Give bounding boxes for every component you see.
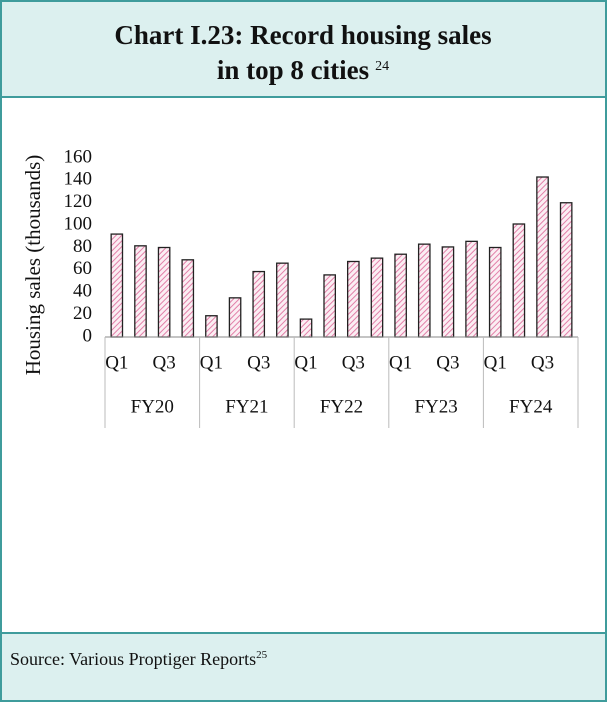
header-band <box>0 0 607 98</box>
x-tick-label: Q3 <box>247 352 270 373</box>
bar <box>299 318 313 338</box>
bar <box>181 259 195 338</box>
y-tick-label: 40 <box>73 281 92 302</box>
bar <box>323 274 337 338</box>
y-axis-label: Housing sales (thousands) <box>21 155 45 375</box>
bar <box>276 262 289 338</box>
bar <box>441 246 455 338</box>
y-tick-label: 80 <box>73 236 92 257</box>
y-tick-label: 160 <box>64 146 93 167</box>
bar <box>536 176 549 338</box>
title-line: Chart I.23: Record housing sales <box>114 20 491 50</box>
bar <box>394 253 407 338</box>
bar <box>346 260 360 338</box>
bar <box>512 223 526 338</box>
y-tick-label: 120 <box>64 191 93 212</box>
x-tick-label: Q1 <box>484 352 507 373</box>
bar <box>110 233 124 338</box>
x-tick-label: Q3 <box>436 352 459 373</box>
bar <box>488 246 502 338</box>
bar <box>134 245 147 338</box>
source: Source: Various Proptiger Reports25 <box>10 649 268 670</box>
x-tick-label: Q3 <box>531 352 554 373</box>
y-tick-label: 140 <box>64 169 93 190</box>
chart-title: Chart I.23: Record housing sales <box>114 20 491 50</box>
group-label: FY23 <box>414 396 457 417</box>
footer-band <box>0 632 607 702</box>
title-line: in top 8 cities <box>217 55 369 85</box>
bar <box>559 202 573 338</box>
x-tick-label: Q1 <box>200 352 223 373</box>
y-tick-label: 20 <box>73 303 92 324</box>
x-tick-label: Q3 <box>153 352 176 373</box>
chart-title: in top 8 cities 24 <box>217 55 389 85</box>
bar <box>370 257 384 338</box>
group-label: FY24 <box>509 396 553 417</box>
y-tick-label: 0 <box>83 325 93 346</box>
source-footnote: 25 <box>256 649 268 661</box>
bar <box>417 243 431 338</box>
x-tick-label: Q1 <box>389 352 412 373</box>
group-label: FY20 <box>131 396 174 417</box>
y-tick-label: 60 <box>73 258 92 279</box>
group-label: FY22 <box>320 396 363 417</box>
bar <box>228 297 242 338</box>
source-text: Source: Various Proptiger Reports <box>10 649 256 669</box>
x-tick-label: Q3 <box>342 352 365 373</box>
bar <box>205 315 218 338</box>
bar <box>252 270 266 338</box>
title-footnote: 24 <box>375 59 389 74</box>
x-tick-label: Q1 <box>294 352 317 373</box>
bar <box>157 246 171 338</box>
bar <box>465 240 478 338</box>
x-tick-label: Q1 <box>105 352 128 373</box>
group-label: FY21 <box>225 396 268 417</box>
y-tick-label: 100 <box>64 213 93 234</box>
